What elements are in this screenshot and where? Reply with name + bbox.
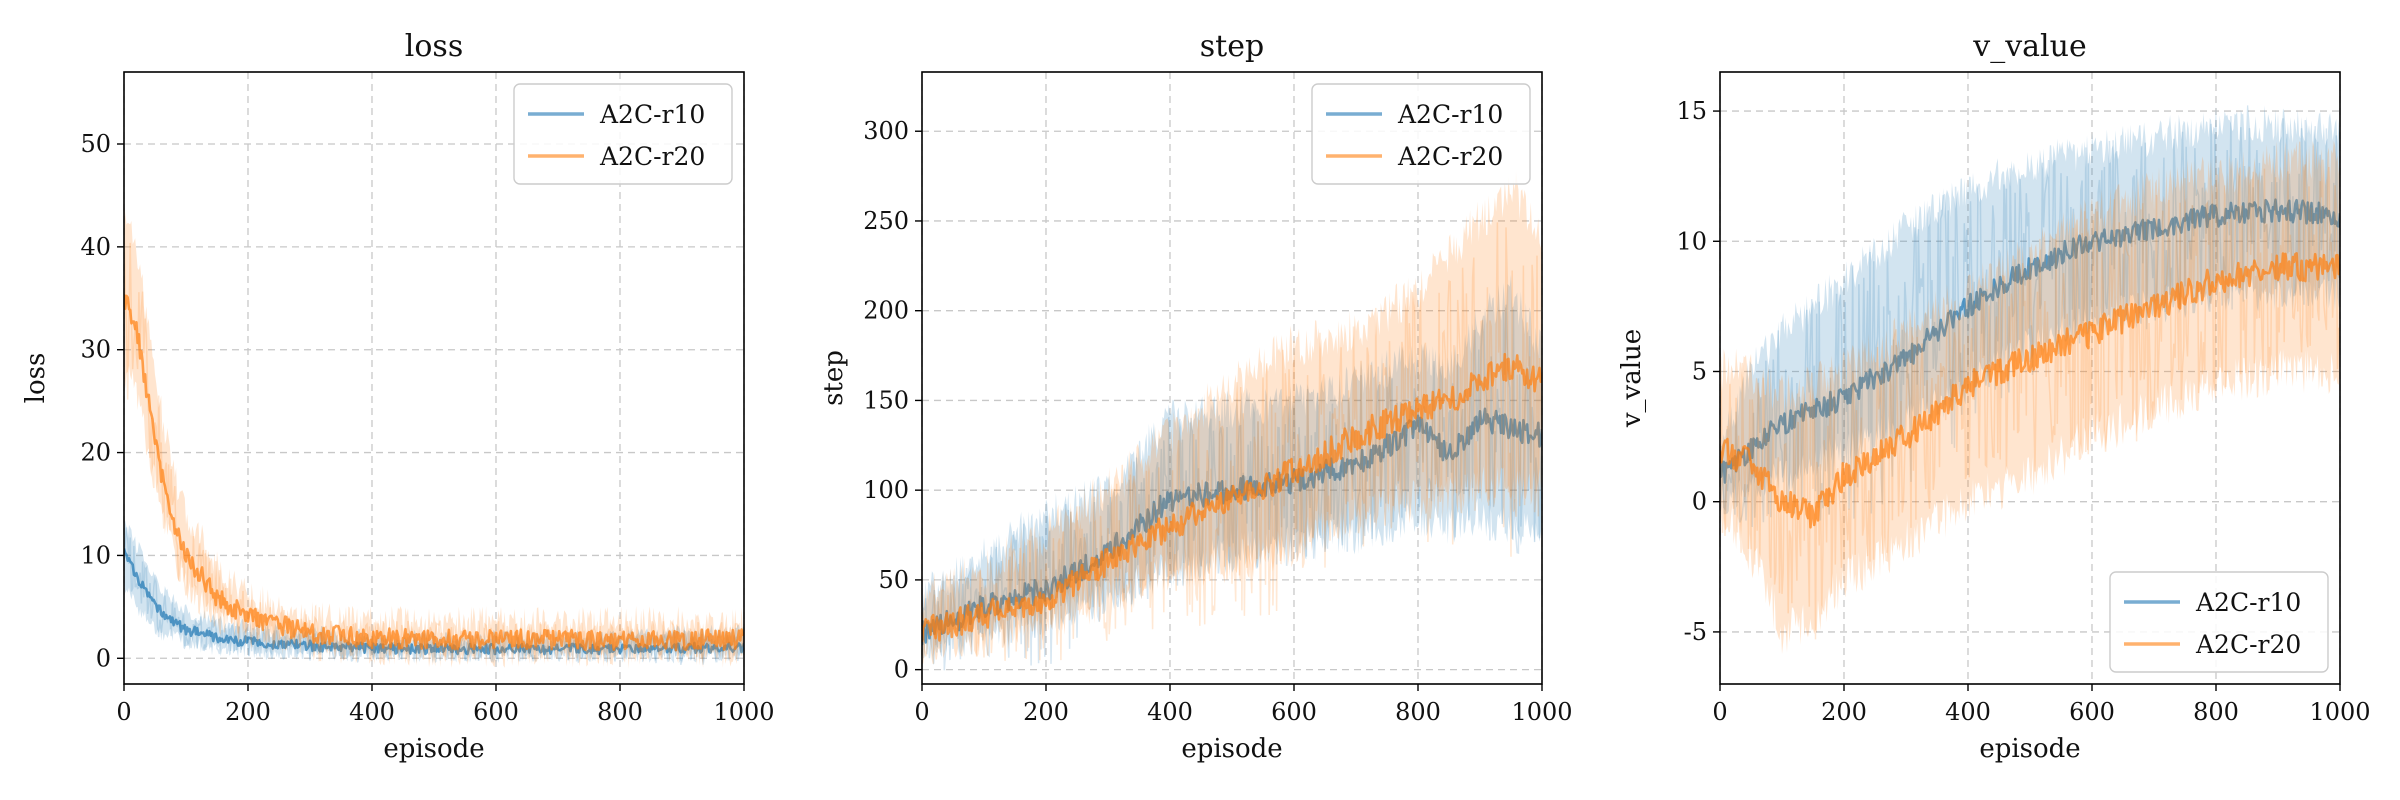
y-tick-label: 100 <box>863 476 909 504</box>
band-A2C-r20 <box>922 170 1542 664</box>
x-tick-label: 200 <box>1821 698 1867 726</box>
y-axis-label: v_value <box>1617 329 1647 428</box>
chart-title: step <box>1200 29 1264 64</box>
legend: A2C-r10 A2C-r20 <box>513 83 733 185</box>
x-tick-label: 600 <box>2069 698 2115 726</box>
x-tick-label: 400 <box>349 698 395 726</box>
x-tick-label: 0 <box>1712 698 1727 726</box>
y-tick-label: 15 <box>1676 97 1707 125</box>
series-line-A2C-r10 <box>1720 198 2340 484</box>
x-tick-label: 600 <box>1271 698 1317 726</box>
x-tick-label: 600 <box>473 698 519 726</box>
y-tick-label: -5 <box>1684 618 1707 646</box>
series-line-A2C-r10 <box>124 548 744 656</box>
raw-line-A2C-r10 <box>1720 116 2340 528</box>
legend-label: A2C-r20 <box>599 142 705 171</box>
x-tick-label: 400 <box>1147 698 1193 726</box>
band-A2C-r10 <box>922 274 1542 665</box>
x-tick-label: 1000 <box>2309 698 2370 726</box>
x-tick-label: 800 <box>597 698 643 726</box>
axes-frame <box>921 71 1543 685</box>
y-tick-label: 40 <box>80 233 111 261</box>
x-tick-label: 0 <box>914 698 929 726</box>
y-tick-label: 20 <box>80 439 111 467</box>
y-tick-label: 250 <box>863 207 909 235</box>
x-tick-label: 800 <box>2193 698 2239 726</box>
chart-title: loss <box>405 29 463 64</box>
series-line-A2C-r20 <box>124 294 744 652</box>
x-tick-label: 1000 <box>713 698 774 726</box>
legend-label: A2C-r10 <box>1397 100 1503 129</box>
x-tick-label: 400 <box>1945 698 1991 726</box>
y-tick-label: 30 <box>80 336 111 364</box>
x-axis-label: episode <box>1979 734 2080 764</box>
legend-box <box>513 83 733 185</box>
x-tick-label: 800 <box>1395 698 1441 726</box>
y-tick-label: 300 <box>863 117 909 145</box>
axes-frame <box>1719 71 2341 685</box>
raw-line-A2C-r20 <box>922 222 1542 664</box>
x-tick-label: 0 <box>116 698 131 726</box>
raw-line-A2C-r20 <box>1720 159 2340 640</box>
y-tick-label: 10 <box>80 541 111 569</box>
y-tick-label: 200 <box>863 297 909 325</box>
x-tick-label: 1000 <box>1511 698 1572 726</box>
chart-loss: 0 200 400 600 800 1000 0 10 20 30 40 50 loss episode l… <box>21 29 775 764</box>
series-line-A2C-r20 <box>922 352 1542 643</box>
series-line-A2C-r20 <box>1720 252 2340 529</box>
legend-box <box>2109 571 2329 673</box>
y-tick-label: 5 <box>1692 357 1707 385</box>
band-A2C-r20 <box>124 203 744 669</box>
y-tick-label: 0 <box>96 644 111 672</box>
band-A2C-r20 <box>1720 140 2340 655</box>
x-axis-label: episode <box>383 734 484 764</box>
y-axis-label: loss <box>21 353 51 404</box>
legend-label: A2C-r10 <box>2195 588 2301 617</box>
y-tick-label: 150 <box>863 386 909 414</box>
y-tick-label: 50 <box>80 130 111 158</box>
legend: A2C-r10 A2C-r20 <box>1311 83 1531 185</box>
y-axis-label: step <box>819 350 849 406</box>
chart-step: 0 200 400 600 800 1000 0 50 100 150 200 250 300 step e… <box>819 29 1573 764</box>
y-tick-label: 10 <box>1676 227 1707 255</box>
legend-label: A2C-r20 <box>2195 630 2301 659</box>
y-tick-label: 50 <box>878 566 909 594</box>
band-A2C-r10 <box>1720 105 2340 515</box>
legend-box <box>1311 83 1531 185</box>
axes-frame <box>123 71 745 685</box>
legend: A2C-r10 A2C-r20 <box>2109 571 2329 673</box>
y-tick-label: 0 <box>894 656 909 684</box>
x-tick-label: 200 <box>1023 698 1069 726</box>
x-axis-label: episode <box>1181 734 1282 764</box>
raw-line-A2C-r10 <box>922 304 1542 671</box>
x-tick-label: 200 <box>225 698 271 726</box>
y-tick-label: 0 <box>1692 488 1707 516</box>
chart-title: v_value <box>1972 29 2086 64</box>
legend-label: A2C-r20 <box>1397 142 1503 171</box>
legend-label: A2C-r10 <box>599 100 705 129</box>
